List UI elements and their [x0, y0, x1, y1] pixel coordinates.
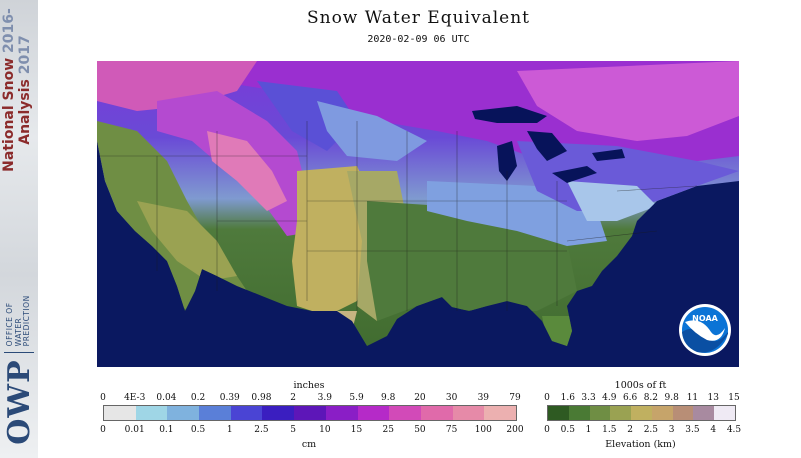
legend-swatch — [589, 406, 611, 420]
legend-tick-label: 75 — [445, 425, 458, 435]
legend-swatch — [651, 406, 673, 420]
legend-tick-label: 1 — [585, 425, 592, 435]
legend-tick-label: 3.3 — [581, 393, 596, 403]
map-timestamp: 2020-02-09 06 UTC — [367, 34, 470, 45]
legend-swatch — [610, 406, 632, 420]
noaa-logo: NOAA — [679, 304, 731, 356]
noaa-logo-text: NOAA — [692, 314, 718, 323]
product-name-line1: National Snow — [1, 57, 17, 172]
product-name-line2: Analysis — [17, 79, 33, 145]
legend-tick-label: 2 — [290, 393, 297, 403]
legend-tick-label: 0 — [100, 425, 106, 435]
legend-tick-label: 50 — [414, 425, 426, 435]
map-title: Snow Water Equivalent — [306, 8, 531, 28]
legend-swatch — [230, 406, 263, 420]
legend-tick-label: 10 — [319, 425, 331, 435]
legend-tick-label: 4E-3 — [124, 393, 146, 403]
legend-tick-label: 6.6 — [622, 393, 638, 403]
legend-tick-label: 79 — [509, 393, 521, 403]
legend-swatch — [548, 406, 569, 420]
legend-tick-label: 3 — [668, 425, 675, 435]
legend-swatch — [693, 406, 715, 420]
legend-swatch — [199, 406, 231, 420]
legend-swatch — [672, 406, 694, 420]
legend-swatch — [135, 406, 168, 420]
legend-swatch — [262, 406, 295, 420]
legend-tick-label: 2.5 — [254, 425, 269, 435]
legend-tick-label: 0.1 — [159, 425, 174, 435]
legend-tick-label: 3.9 — [317, 393, 333, 403]
legend-swatch — [294, 406, 326, 420]
legend-tick-label: 1.6 — [560, 393, 575, 403]
legend-tick-label: 20 — [414, 393, 426, 403]
owp-logo: OWP OFFICE OF WATER PREDICTION — [1, 282, 37, 458]
legend-tick-label: 0.5 — [190, 425, 206, 435]
legend-tick-label: 9.8 — [664, 393, 679, 403]
land-area — [97, 61, 739, 346]
legend-swatch — [325, 406, 358, 420]
legend-tick-label: 0.2 — [190, 393, 206, 403]
legend-tick-label: 3.5 — [685, 425, 700, 435]
legend-tick-label: 0.01 — [124, 425, 145, 435]
legend-swatch — [357, 406, 390, 420]
owp-abbrev: OWP — [1, 359, 37, 445]
swe-units-bottom: cm — [301, 439, 317, 450]
legend-tick-label: 0 — [544, 425, 550, 435]
elev-units-bottom: Elevation (km) — [605, 439, 676, 450]
legend-tick-label: 15 — [728, 393, 740, 403]
legend-tick-label: 1 — [226, 425, 233, 435]
legend-tick-label: 9.8 — [381, 393, 396, 403]
legend-swatch — [389, 406, 421, 420]
legend-tick-label: 4.9 — [602, 393, 617, 403]
legend-tick-label: 0 — [100, 393, 106, 403]
years-line1: 2016- — [1, 8, 17, 53]
legend-tick-label: 15 — [350, 425, 363, 435]
legend-tick-label: 200 — [506, 425, 524, 435]
office-line3: PREDICTION — [22, 295, 32, 347]
legend-swatch — [104, 406, 136, 420]
legend-tick-label: 30 — [445, 393, 458, 403]
legend-tick-label: 25 — [382, 425, 394, 435]
legend-swatch — [631, 406, 652, 420]
owp-divider — [4, 352, 34, 354]
elev-units-top: 1000s of ft — [614, 380, 667, 391]
legend-swatch — [420, 406, 453, 420]
legend-tick-label: 1.5 — [602, 425, 617, 435]
legend-tick-label: 5 — [290, 425, 297, 435]
legend-tick-label: 13 — [707, 393, 719, 403]
swe-color-bar — [103, 405, 517, 421]
legend-tick-label: 5.9 — [349, 393, 364, 403]
legend-tick-label: 4 — [710, 425, 717, 435]
swe-units-top: inches — [293, 380, 325, 391]
legend-swatch — [484, 406, 516, 420]
legend-swatch — [714, 406, 736, 420]
great-lakes — [472, 106, 625, 183]
legend-tick-label: 8.2 — [643, 393, 659, 403]
legend-tick-label: 2.5 — [643, 425, 659, 435]
sidebar: National Snow 2016- Analysis 2017 OWP OF… — [0, 0, 38, 458]
legend-tick-label: 0 — [544, 393, 550, 403]
snow-map: NOAA — [97, 61, 739, 367]
owp-office-name: OFFICE OF WATER PREDICTION — [5, 295, 32, 347]
product-title-vertical: National Snow 2016- Analysis 2017 — [1, 0, 37, 190]
state-borders — [97, 121, 698, 311]
legend-swatch — [167, 406, 200, 420]
legend-tick-label: 39 — [477, 393, 490, 403]
legend-tick-label: 0.5 — [560, 425, 575, 435]
legend-tick-label: 0.04 — [156, 393, 177, 403]
legend-tick-label: 11 — [686, 393, 699, 403]
legend-tick-label: 4.5 — [726, 425, 742, 435]
legend-swatch — [452, 406, 485, 420]
legend-tick-label: 2 — [627, 425, 633, 435]
legend-tick-label: 0.98 — [251, 393, 272, 403]
legend-swatch — [568, 406, 590, 420]
legend-tick-label: 0.39 — [219, 393, 240, 403]
elevation-color-bar — [547, 405, 736, 421]
legend-tick-label: 100 — [474, 425, 492, 435]
